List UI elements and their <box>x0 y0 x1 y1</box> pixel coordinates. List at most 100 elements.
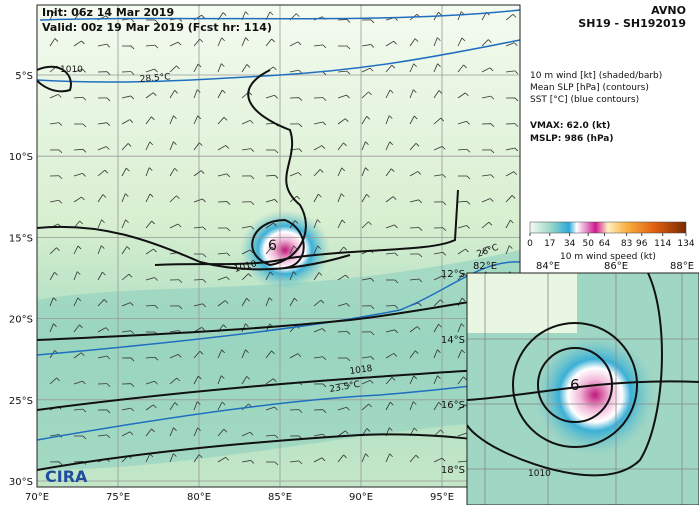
wind-barb <box>197 401 201 405</box>
wind-barb <box>241 349 246 359</box>
wind-barb <box>81 196 85 201</box>
wind-barb <box>217 89 223 99</box>
wind-barb <box>457 200 468 203</box>
wind-barb <box>457 404 466 411</box>
wind-barb <box>250 225 255 230</box>
wind-barb <box>385 224 395 229</box>
wind-barb <box>193 427 199 437</box>
wind-barb <box>393 353 398 357</box>
wind-barb <box>149 193 154 198</box>
wind-barb <box>393 40 397 45</box>
wind-barb <box>361 116 368 125</box>
wind-barb <box>193 375 199 385</box>
wind-barb <box>385 168 392 177</box>
colorbar-tick-label: 0 <box>527 239 533 249</box>
wind-barb <box>151 116 155 121</box>
wind-barb <box>389 401 394 406</box>
wind-barb <box>440 299 444 304</box>
wind-barb <box>269 271 274 276</box>
wind-barb <box>490 149 495 154</box>
wind-barb <box>313 457 323 463</box>
wind-barb <box>145 92 154 99</box>
wind-barb <box>361 194 367 203</box>
wind-barb <box>121 246 128 255</box>
wind-barb <box>273 222 277 227</box>
wind-barb <box>220 375 225 379</box>
wind-barb <box>154 380 158 385</box>
wind-barb <box>320 299 325 304</box>
wind-barb <box>510 219 514 224</box>
wind-barb <box>130 383 135 387</box>
storm-id: SH19 - SH192019 <box>578 17 686 30</box>
wind-barb <box>505 14 514 21</box>
wind-barb <box>58 199 63 204</box>
wind-barb <box>345 274 349 279</box>
wind-barb <box>106 43 111 48</box>
wind-barb <box>361 167 366 177</box>
wind-barb <box>246 376 251 380</box>
wind-barb <box>49 94 59 99</box>
wind-barb <box>409 63 415 73</box>
wind-barb <box>49 199 59 203</box>
wind-barb <box>337 193 342 203</box>
wind-barb <box>321 457 326 462</box>
wind-barb <box>241 225 251 229</box>
lat-label: 10°S <box>9 152 33 163</box>
wind-barb <box>488 221 493 226</box>
wind-barb <box>193 303 203 307</box>
wind-barb <box>53 297 57 301</box>
wind-barb <box>511 195 516 199</box>
wind-barb <box>222 12 227 16</box>
wind-barb <box>197 115 202 120</box>
wind-barb <box>130 407 135 412</box>
lat-label: 30°S <box>9 477 33 488</box>
wind-barb <box>457 11 462 21</box>
wind-barb <box>457 460 467 463</box>
wind-barb <box>337 406 347 411</box>
wind-barb <box>440 117 445 122</box>
wind-barb <box>145 380 155 385</box>
wind-barb <box>346 382 351 387</box>
inset-lon-label: 86°E <box>604 261 628 272</box>
wind-barb <box>289 41 299 47</box>
wind-barb <box>457 349 463 359</box>
lon-label: 75°E <box>106 492 130 503</box>
legend-line: 10 m wind [kt] (shaded/barb) <box>530 71 662 81</box>
wind-barb <box>193 89 198 99</box>
wind-barb <box>245 11 249 15</box>
lon-label: 85°E <box>268 492 292 503</box>
wind-barb <box>249 120 254 124</box>
wind-barb <box>125 219 129 224</box>
wind-barb <box>271 38 275 43</box>
wind-barb <box>169 330 179 333</box>
wind-barb <box>461 37 466 42</box>
wind-barb <box>249 249 254 254</box>
wind-barb <box>178 305 183 310</box>
contour-label: 1018 <box>349 364 373 377</box>
wind-barb <box>82 123 87 128</box>
wind-barb <box>490 95 495 100</box>
wind-barb <box>294 297 298 302</box>
wind-barb <box>226 252 231 257</box>
wind-barb <box>457 248 466 255</box>
wind-barb <box>322 97 327 101</box>
wind-barb <box>246 297 250 302</box>
wind-barb <box>415 454 420 459</box>
wind-barb <box>128 273 133 278</box>
inset-lat-label: 12°S <box>441 269 465 280</box>
wind-barb <box>79 12 83 17</box>
wind-barb <box>337 454 344 463</box>
wind-barb <box>145 68 155 73</box>
wind-barb <box>145 304 156 307</box>
wind-barb <box>250 460 255 464</box>
wind-barb <box>241 148 251 151</box>
wind-barb <box>370 19 375 24</box>
wind-barb <box>226 227 231 232</box>
wind-barb <box>418 199 423 204</box>
wind-barb <box>289 172 299 177</box>
wind-barb <box>130 45 135 50</box>
wind-barb <box>82 149 87 153</box>
wind-barb <box>73 408 83 411</box>
wind-barb <box>297 353 302 357</box>
wind-barb <box>409 350 416 359</box>
